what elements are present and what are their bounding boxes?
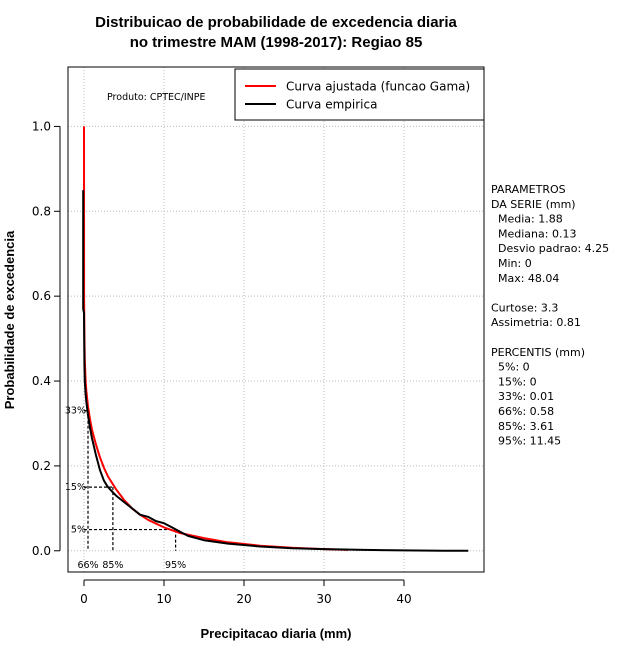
percentile-label-x: 95% xyxy=(165,560,186,571)
percentile-markers: 33% 66% 15% 85% 5% 95% xyxy=(65,406,186,571)
x-axis: 0 10 20 30 40 xyxy=(80,579,412,606)
y-tick-label: 0.0 xyxy=(32,544,51,558)
side-panel-line: Mediana: 0.13 xyxy=(491,227,576,240)
series-lines xyxy=(82,126,469,552)
legend-label-fitted: Curva ajustada (funcao Gama) xyxy=(286,80,470,94)
side-panel: PARAMETROS DA SERIE (mm) Media: 1.88 Medi… xyxy=(491,183,609,448)
chart-title: Distribuicao de probabilidade de exceden… xyxy=(95,14,457,51)
side-panel-line: PERCENTIS (mm) xyxy=(491,346,585,359)
side-panel-line: Desvio padrao: 4.25 xyxy=(491,242,609,255)
y-tick-label: 0.4 xyxy=(32,374,51,388)
side-panel-line: 15%: 0 xyxy=(491,375,537,388)
side-panel-line: Min: 0 xyxy=(491,257,532,270)
y-tick-label: 1.0 xyxy=(32,119,51,133)
side-panel-line: Media: 1.88 xyxy=(491,213,563,226)
plot-frame xyxy=(67,66,485,573)
percentile-label-x: 66% xyxy=(77,560,98,571)
y-tick-label: 0.8 xyxy=(32,204,51,218)
side-panel-line: Assimetria: 0.81 xyxy=(491,316,581,329)
percentile-label-y: 5% xyxy=(71,525,86,536)
legend: Curva ajustada (funcao Gama) Curva empir… xyxy=(234,68,485,121)
percentile-label-y: 15% xyxy=(65,482,86,493)
x-tick-label: 10 xyxy=(156,592,171,606)
x-tick-label: 30 xyxy=(316,592,331,606)
empirical-curve xyxy=(82,190,469,552)
x-tick-label: 40 xyxy=(396,592,411,606)
side-panel-line: 33%: 0.01 xyxy=(491,390,554,403)
legend-label-empirical: Curva empirica xyxy=(286,98,377,112)
y-axis: 0.0 0.2 0.4 0.6 0.8 1.0 xyxy=(32,119,61,558)
x-axis-title: Precipitacao diaria (mm) xyxy=(201,626,352,641)
side-panel-line: DA SERIE (mm) xyxy=(491,198,576,211)
percentile-label-x: 85% xyxy=(102,560,123,571)
side-panel-line: PARAMETROS xyxy=(491,183,566,196)
grid-lines xyxy=(68,67,484,572)
chart-title-line-2: no trimestre MAM (1998-2017): Regiao 85 xyxy=(130,34,423,51)
chart-title-line-1: Distribuicao de probabilidade de exceden… xyxy=(95,14,457,31)
x-tick-label: 20 xyxy=(236,592,251,606)
y-tick-label: 0.2 xyxy=(32,459,51,473)
y-axis-title: Probabilidade de excedencia xyxy=(2,230,17,409)
produto-label: Produto: CPTEC/INPE xyxy=(107,92,206,103)
side-panel-line: 85%: 3.61 xyxy=(491,420,554,433)
side-panel-line: 95%: 11.45 xyxy=(491,435,561,448)
percentile-label-y: 33% xyxy=(65,406,86,417)
y-tick-label: 0.6 xyxy=(32,289,51,303)
x-tick-label: 0 xyxy=(80,592,88,606)
legend-box xyxy=(234,68,485,121)
side-panel-line: Curtose: 3.3 xyxy=(491,301,558,314)
fitted-gamma-curve xyxy=(83,126,349,551)
side-panel-line: 5%: 0 xyxy=(491,361,530,374)
side-panel-line: Max: 48.04 xyxy=(491,272,559,285)
side-panel-line: 66%: 0.58 xyxy=(491,405,554,418)
